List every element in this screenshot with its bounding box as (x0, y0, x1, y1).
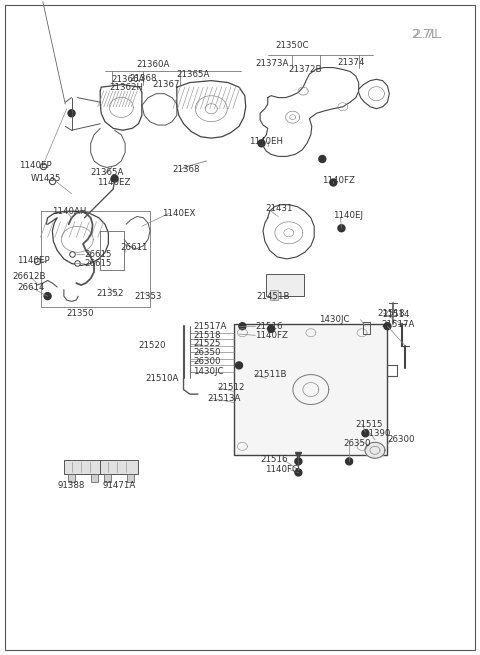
Text: 26300: 26300 (387, 436, 415, 444)
Text: 21516: 21516 (261, 455, 288, 464)
Text: 21353: 21353 (134, 291, 162, 301)
Text: 2.7L: 2.7L (411, 28, 438, 41)
Polygon shape (68, 110, 75, 117)
Bar (68, 474, 75, 483)
Text: 1140EP: 1140EP (17, 256, 50, 265)
Text: 26350: 26350 (343, 440, 371, 448)
Text: 1430JC: 1430JC (193, 367, 224, 377)
Bar (234, 324, 387, 455)
Polygon shape (44, 293, 51, 299)
Text: 21368: 21368 (130, 73, 157, 83)
Text: 1140EP: 1140EP (19, 161, 51, 170)
Text: 2.7L: 2.7L (413, 28, 442, 41)
Text: 21514: 21514 (383, 310, 410, 319)
Text: 21365A: 21365A (91, 168, 124, 177)
Text: 21350: 21350 (66, 309, 94, 318)
Bar (105, 474, 111, 483)
Text: 21360A: 21360A (136, 60, 169, 69)
Bar (266, 274, 304, 296)
Text: 1140FG: 1140FG (265, 465, 299, 474)
Polygon shape (365, 442, 385, 458)
Text: 21368: 21368 (172, 165, 200, 174)
Text: 21350C: 21350C (275, 41, 309, 50)
Bar (127, 474, 134, 483)
Text: 21515: 21515 (356, 420, 384, 428)
Text: 21518: 21518 (378, 309, 405, 318)
Text: 21367: 21367 (152, 80, 180, 89)
Text: 21362H: 21362H (109, 83, 143, 92)
Text: 26615: 26615 (84, 259, 112, 268)
Polygon shape (384, 323, 391, 329)
Text: 21517A: 21517A (381, 320, 415, 329)
Text: 26350: 26350 (193, 348, 221, 357)
Text: 26615: 26615 (84, 250, 112, 259)
Polygon shape (338, 225, 345, 232)
Polygon shape (295, 469, 302, 476)
Text: 21365A: 21365A (177, 69, 210, 79)
Text: 26614: 26614 (17, 282, 45, 291)
Text: 21520: 21520 (138, 341, 166, 350)
Text: 26611: 26611 (120, 243, 148, 252)
Polygon shape (346, 458, 353, 465)
Text: 26300: 26300 (193, 357, 221, 366)
Polygon shape (268, 326, 275, 332)
Text: 1140FZ: 1140FZ (255, 331, 288, 340)
Text: 21366A: 21366A (112, 75, 145, 84)
Text: 91388: 91388 (58, 481, 85, 490)
Polygon shape (236, 362, 242, 369)
Polygon shape (319, 155, 326, 162)
Text: 21352: 21352 (96, 289, 123, 298)
Text: W1435: W1435 (30, 174, 61, 183)
Polygon shape (295, 458, 302, 465)
Text: 21516: 21516 (255, 322, 283, 331)
Text: 21373A: 21373A (256, 59, 289, 68)
Text: 1140EJ: 1140EJ (333, 211, 363, 219)
Polygon shape (330, 179, 337, 186)
Text: 21525: 21525 (193, 339, 221, 348)
Text: 21513A: 21513A (207, 394, 241, 403)
Text: 21374: 21374 (337, 58, 365, 67)
Text: 1140FZ: 1140FZ (323, 176, 355, 185)
Bar (64, 460, 102, 474)
Bar (100, 460, 138, 474)
Text: 91471A: 91471A (103, 481, 136, 490)
Text: 21510A: 21510A (145, 374, 179, 383)
Text: 21431: 21431 (265, 204, 292, 213)
Text: 1140EH: 1140EH (249, 137, 283, 146)
Text: 21518: 21518 (193, 331, 221, 340)
Text: 1140EX: 1140EX (162, 209, 196, 217)
Polygon shape (239, 323, 246, 329)
Text: 21511B: 21511B (253, 370, 287, 379)
Text: 1430JC: 1430JC (319, 315, 349, 324)
Bar (270, 290, 277, 300)
Text: 21512: 21512 (217, 383, 244, 392)
Text: 21451B: 21451B (257, 291, 290, 301)
Text: 1140EZ: 1140EZ (97, 178, 131, 187)
Text: 21517A: 21517A (193, 322, 227, 331)
Text: 26612B: 26612B (12, 272, 46, 281)
Text: 1140AH: 1140AH (52, 207, 87, 215)
Text: 21390: 21390 (363, 429, 391, 438)
Polygon shape (362, 430, 369, 437)
Text: 21372B: 21372B (288, 65, 322, 74)
Bar (91, 474, 98, 483)
Polygon shape (258, 140, 265, 147)
Polygon shape (111, 175, 118, 182)
